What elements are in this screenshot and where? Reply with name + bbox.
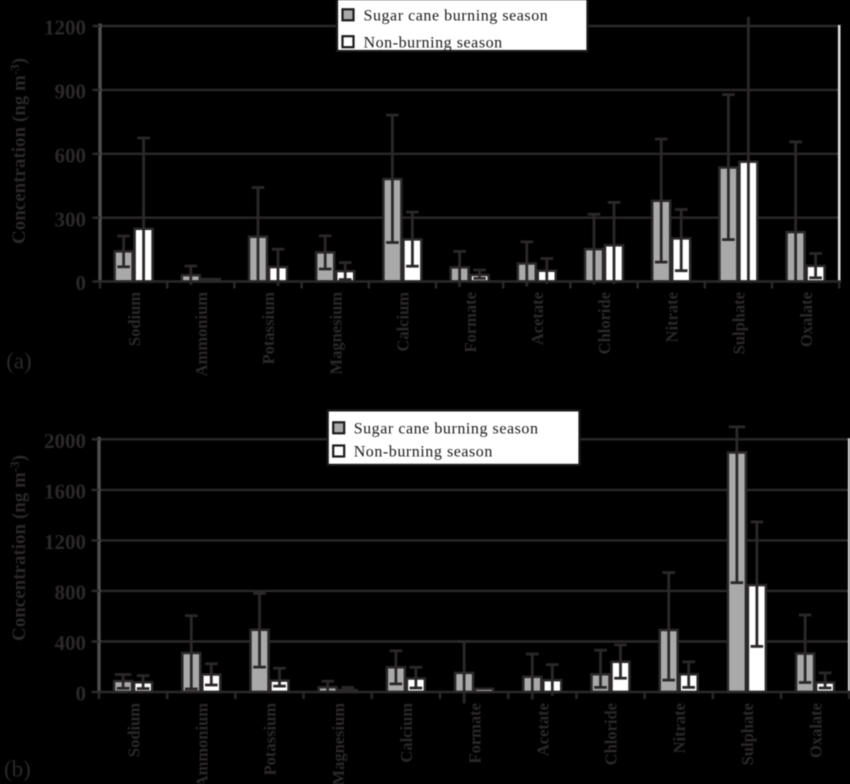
- svg-text:Sodium: Sodium: [124, 703, 143, 757]
- svg-text:Non-burning season: Non-burning season: [364, 34, 503, 51]
- svg-text:Ammonium: Ammonium: [193, 703, 212, 784]
- svg-text:800: 800: [55, 581, 87, 605]
- svg-text:Acetate: Acetate: [534, 703, 553, 756]
- svg-text:0: 0: [76, 271, 87, 295]
- svg-text:Sodium: Sodium: [125, 292, 144, 346]
- svg-text:Concentration (ng m-3): Concentration (ng m-3): [7, 58, 30, 244]
- svg-text:600: 600: [55, 143, 87, 167]
- svg-text:0: 0: [76, 682, 87, 706]
- svg-text:1200: 1200: [44, 530, 86, 554]
- svg-text:Oxalate: Oxalate: [806, 703, 825, 758]
- svg-text:Formate: Formate: [465, 703, 484, 763]
- svg-text:(a): (a): [6, 349, 32, 374]
- svg-text:300: 300: [55, 207, 87, 231]
- svg-text:2000: 2000: [44, 429, 86, 453]
- svg-text:1200: 1200: [44, 16, 86, 40]
- svg-text:Oxalate: Oxalate: [797, 292, 816, 347]
- svg-text:Chloride: Chloride: [602, 703, 621, 765]
- svg-text:Sulphate: Sulphate: [738, 703, 757, 765]
- svg-text:Chloride: Chloride: [595, 292, 614, 354]
- svg-text:Formate: Formate: [461, 292, 480, 352]
- svg-text:Sulphate: Sulphate: [730, 292, 749, 354]
- svg-text:Ammonium: Ammonium: [192, 292, 211, 377]
- svg-text:Potassium: Potassium: [261, 703, 280, 776]
- svg-text:Calcium: Calcium: [394, 292, 413, 352]
- svg-text:Potassium: Potassium: [259, 292, 278, 365]
- svg-text:Nitrate: Nitrate: [670, 703, 689, 753]
- svg-text:Magnesium: Magnesium: [329, 703, 348, 784]
- svg-text:Sugar cane burning season: Sugar cane burning season: [354, 421, 539, 438]
- svg-text:1600: 1600: [44, 480, 86, 504]
- svg-text:Calcium: Calcium: [397, 703, 416, 763]
- svg-text:400: 400: [55, 631, 87, 655]
- svg-text:Non-burning season: Non-burning season: [354, 444, 493, 461]
- svg-text:Sugar cane burning season: Sugar cane burning season: [364, 7, 549, 24]
- svg-text:Magnesium: Magnesium: [326, 292, 345, 375]
- svg-text:(b): (b): [4, 757, 31, 782]
- svg-text:Acetate: Acetate: [528, 292, 547, 345]
- svg-text:Nitrate: Nitrate: [662, 292, 681, 342]
- svg-text:900: 900: [55, 80, 87, 104]
- svg-text:Concentration (ng m-3): Concentration (ng m-3): [7, 455, 30, 641]
